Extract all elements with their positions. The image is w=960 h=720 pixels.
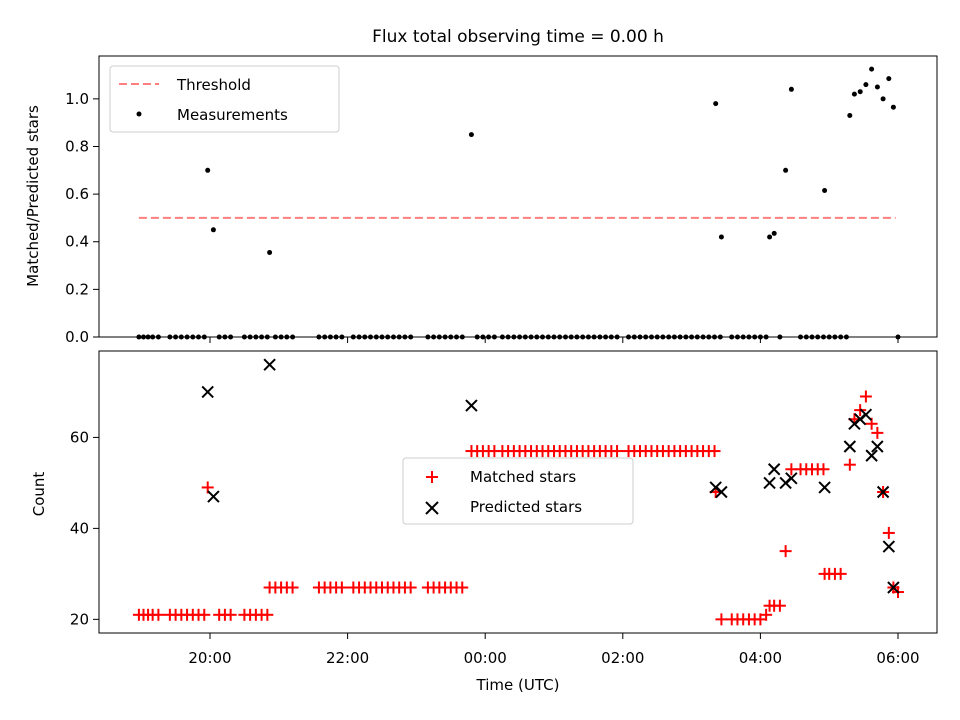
predicted-star-point	[785, 472, 798, 485]
matched-star-point	[335, 581, 348, 594]
predicted-star-point	[263, 358, 276, 371]
legend-predicted-swatch	[425, 501, 439, 515]
top-y-tick-label: 0.6	[65, 185, 89, 203]
matched-star-point	[773, 599, 786, 612]
measurement-point	[863, 82, 869, 88]
measurement-point	[767, 234, 773, 240]
x-tick-label: 04:00	[739, 649, 782, 667]
predicted-star-point	[207, 490, 220, 503]
measurement-point	[822, 188, 828, 193]
top-legend: Threshold Measurements	[109, 65, 340, 133]
top-y-tick-label: 0.4	[65, 233, 89, 251]
bottom-y-tick-label: 20	[70, 610, 89, 628]
matched-star-point	[817, 463, 830, 476]
predicted-star-point	[465, 399, 478, 412]
legend-predicted-label: Predicted stars	[470, 498, 582, 516]
matched-star-point	[198, 608, 211, 621]
bottom-y-tick-label: 40	[70, 519, 89, 537]
bottom-y-axis-label: Count	[30, 472, 48, 517]
legend-measurements-swatch	[136, 111, 142, 117]
predicted-star-point	[201, 385, 214, 399]
top-axes-frame	[98, 55, 938, 338]
top-y-tick-label: 1.0	[65, 90, 89, 108]
x-tick-label: 22:00	[326, 649, 369, 667]
measurement-point	[783, 167, 789, 173]
matched-star-point	[859, 390, 872, 403]
matched-star-point	[843, 458, 856, 471]
measurement-point	[210, 227, 216, 233]
measurement-point	[890, 104, 896, 110]
measurement-point	[851, 91, 857, 97]
bottom-x-ticks: 20:00 22:00 00:00 02:00 04:00 06:00	[188, 633, 920, 667]
predicted-star-point	[882, 540, 896, 553]
measurement-point	[771, 230, 777, 236]
measurement-point	[857, 89, 863, 95]
bottom-y-tick-label: 60	[70, 428, 89, 446]
measurement-point	[886, 76, 892, 82]
top-y-tick-label: 0.2	[65, 280, 89, 298]
matched-star-point	[611, 445, 624, 458]
top-x-ticks	[209, 337, 899, 343]
measurement-point	[713, 101, 719, 107]
predicted-star-point	[818, 481, 831, 494]
matched-star-point	[286, 581, 299, 594]
predicted-star-point	[843, 440, 857, 453]
top-y-tick-label: 0.0	[65, 328, 89, 346]
legend-matched-swatch	[426, 471, 438, 483]
x-axis-label: Time (UTC)	[476, 676, 560, 694]
measurement-point	[205, 167, 211, 173]
matched-star-point	[871, 426, 884, 439]
bottom-plot-area	[132, 358, 904, 626]
matched-star-point	[404, 581, 417, 594]
matched-star-point	[708, 445, 721, 458]
x-tick-label: 02:00	[601, 649, 644, 667]
chart-title: Flux total observing time = 0.00 h	[372, 27, 664, 47]
x-tick-label: 06:00	[876, 649, 919, 667]
measurement-point	[869, 66, 875, 72]
bottom-legend-box	[402, 457, 634, 525]
legend-measurements-label: Measurements	[177, 106, 288, 124]
x-tick-label: 00:00	[464, 649, 507, 667]
bottom-axes-frame	[98, 350, 938, 634]
predicted-star-point	[715, 485, 728, 499]
top-y-axis-label: Matched/Predicted stars	[24, 105, 42, 287]
predicted-star-point	[763, 476, 776, 490]
measurement-point	[267, 250, 273, 255]
matched-star-point	[779, 545, 792, 558]
legend-threshold-label: Threshold	[176, 76, 251, 94]
top-panel: 0.0 0.2 0.4 0.6 0.8 1.0 Matched/Predicted sta…	[24, 55, 938, 346]
predicted-star-point	[876, 485, 890, 499]
measurement-point	[874, 84, 880, 90]
matched-star-point	[715, 613, 728, 626]
predicted-star-point	[767, 463, 781, 476]
matched-star-point	[882, 526, 895, 539]
bottom-panel: 20 40 60 20:00 22:00 00:00 02:00 04:00 06:00 Co…	[30, 350, 938, 694]
legend-matched-label: Matched stars	[470, 468, 576, 486]
matched-star-point	[261, 608, 274, 621]
measurement-point	[788, 86, 794, 92]
matched-star-point	[456, 581, 469, 594]
matched-star-point	[760, 608, 773, 621]
measurement-point	[880, 96, 886, 102]
predicted-star-point	[865, 449, 878, 462]
top-y-tick-label: 0.8	[65, 137, 89, 155]
matched-star-point	[834, 567, 847, 580]
measurement-point	[847, 113, 853, 118]
x-tick-label: 20:00	[188, 649, 231, 667]
top-y-ticks: 0.0 0.2 0.4 0.6 0.8 1.0	[65, 90, 99, 346]
predicted-star-point	[859, 408, 873, 421]
bottom-legend: Matched stars Predicted stars	[402, 457, 634, 525]
measurement-point	[718, 234, 724, 240]
predicted-star-point	[887, 581, 900, 594]
measurement-point	[468, 132, 474, 138]
matched-star-point	[224, 608, 237, 621]
predicted-star-point	[871, 440, 884, 453]
matched-star-point	[152, 608, 165, 621]
bottom-y-ticks: 20 40 60	[70, 428, 99, 628]
top-legend-box	[109, 65, 340, 133]
